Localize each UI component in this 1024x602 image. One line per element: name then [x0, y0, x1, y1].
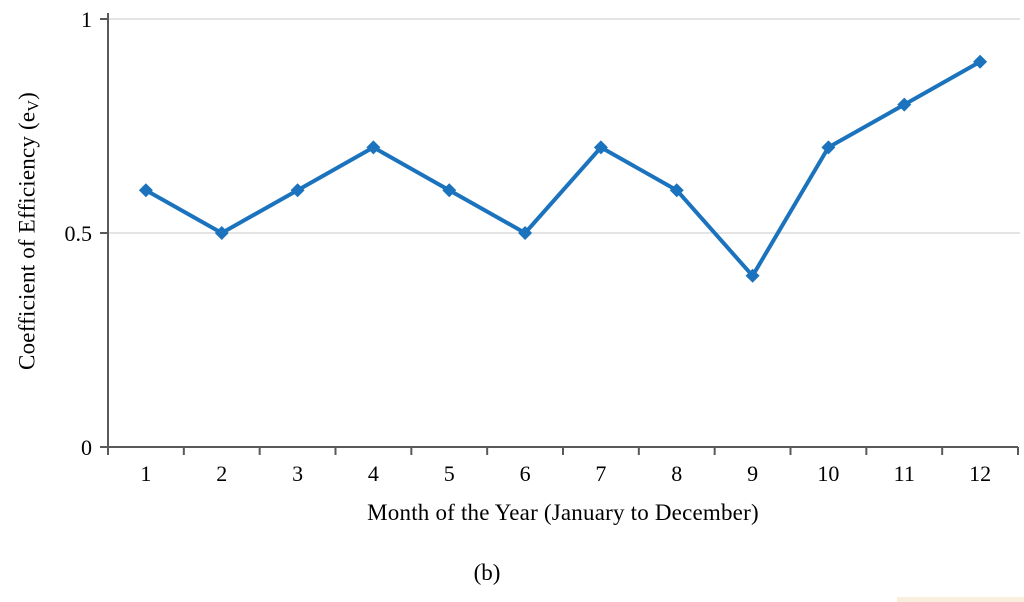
y-tick-label: 0 [81, 435, 92, 460]
x-tick-label: 7 [595, 461, 606, 486]
data-point-marker [821, 140, 836, 155]
x-tick-label: 8 [671, 461, 682, 486]
highlight-artifact [897, 597, 1024, 602]
x-tick-label: 3 [292, 461, 303, 486]
data-point-marker [290, 183, 305, 198]
x-tick-label: 9 [747, 461, 758, 486]
x-tick-label: 6 [520, 461, 531, 486]
y-axis-title-text: Coefficient of Efficiency (e [14, 111, 40, 370]
x-tick-label: 12 [969, 461, 991, 486]
data-point-marker [973, 54, 988, 69]
x-axis-title: Month of the Year (January to December) [367, 500, 759, 525]
data-point-marker [366, 140, 381, 155]
y-axis-title: Coefficient of Efficiency (eV) [15, 92, 44, 370]
y-axis-title-close: ) [14, 92, 40, 100]
y-tick-label: 1 [81, 7, 92, 32]
data-point-marker [138, 183, 153, 198]
x-tick-label: 2 [216, 461, 227, 486]
data-point-marker [669, 183, 684, 198]
x-tick-label: 10 [817, 461, 839, 486]
data-point-marker [518, 226, 533, 240]
data-point-marker [745, 268, 760, 283]
figure-caption: (b) [473, 560, 501, 585]
x-tick-label: 1 [140, 461, 151, 486]
data-point-marker [897, 97, 912, 112]
y-axis-title-subscript: V [25, 99, 43, 112]
data-point-marker [442, 183, 457, 198]
x-tick-label: 11 [894, 461, 915, 486]
y-tick-label: 0.5 [65, 221, 93, 246]
data-point-marker [214, 226, 229, 240]
data-line [143, 59, 983, 278]
x-tick-label: 4 [368, 461, 379, 486]
x-tick-label: 5 [444, 461, 455, 486]
data-point-marker [593, 140, 608, 155]
